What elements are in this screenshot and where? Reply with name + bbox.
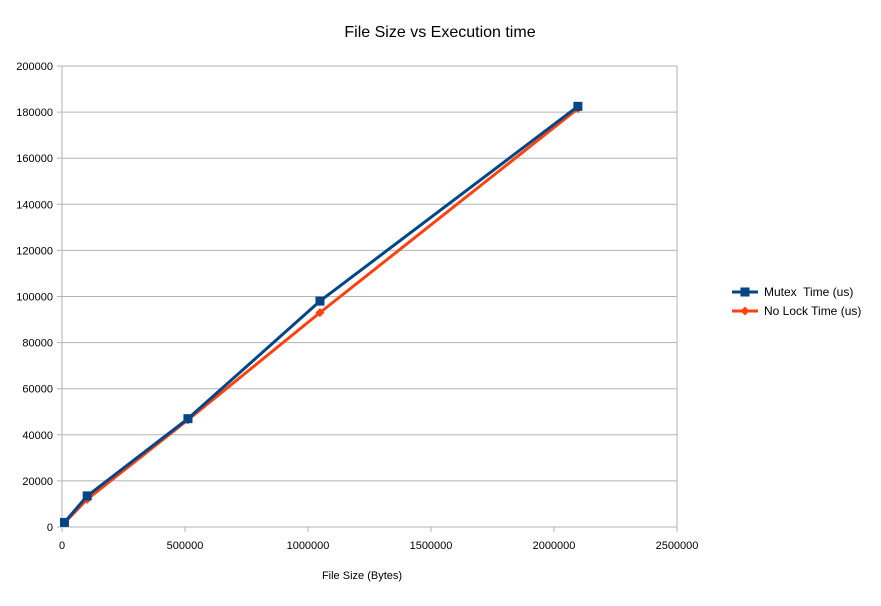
y-tick-label: 200000	[16, 61, 53, 73]
x-tick-label: 1000000	[287, 540, 330, 552]
chart-title: File Size vs Execution time	[344, 24, 535, 41]
data-point	[183, 414, 193, 424]
y-tick-label: 60000	[22, 384, 53, 396]
y-tick-label: 40000	[22, 430, 53, 442]
y-tick-label: 140000	[16, 199, 53, 211]
y-tick-label: 160000	[16, 153, 53, 165]
legend-item: Mutex Time (us)	[732, 285, 853, 299]
axes: 0 20000 40000 60000 80000 100000 120000 140000 1…	[16, 61, 698, 552]
data-point	[573, 101, 583, 111]
y-tick-label: 180000	[16, 107, 53, 119]
legend: Mutex Time (us) No Lock Time (us)	[732, 285, 861, 318]
data-point	[315, 308, 325, 318]
x-tick-label: 500000	[167, 540, 204, 552]
legend-swatch-marker	[740, 287, 750, 297]
y-tick-label: 100000	[16, 292, 53, 304]
y-tick-label: 20000	[22, 476, 53, 488]
legend-label: Mutex Time (us)	[764, 285, 853, 299]
legend-swatch-marker	[740, 306, 750, 316]
data-point	[82, 491, 92, 501]
x-axis-title: File Size (Bytes)	[322, 570, 402, 582]
y-tick-label: 120000	[16, 245, 53, 257]
x-tick-label: 1500000	[410, 540, 453, 552]
y-tick-label: 80000	[22, 338, 53, 350]
x-tick-label: 0	[59, 540, 65, 552]
legend-item: No Lock Time (us)	[732, 304, 861, 318]
data-point	[59, 517, 69, 527]
x-tick-label: 2000000	[533, 540, 576, 552]
x-tick-label: 2500000	[656, 540, 699, 552]
legend-label: No Lock Time (us)	[764, 304, 861, 318]
data-point	[315, 296, 325, 306]
series-group	[59, 101, 583, 528]
y-tick-label: 0	[47, 522, 53, 534]
series-1	[59, 101, 583, 527]
